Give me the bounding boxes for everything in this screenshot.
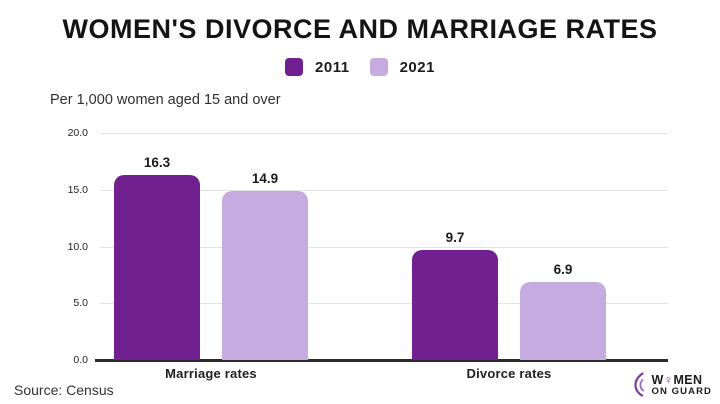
legend-swatch-2011 bbox=[285, 58, 304, 76]
women-on-guard-logo: W♀MEN ON GUARD bbox=[632, 372, 712, 398]
bar-chart: 0.0 5.0 10.0 15.0 20.0 16.3 14.9 Marriage rates… bbox=[0, 125, 720, 385]
gridline bbox=[100, 189, 668, 191]
legend-item-2011: 2011 bbox=[285, 58, 350, 76]
gridline bbox=[100, 133, 668, 134]
y-axis-tick-label: 0.0 bbox=[73, 354, 88, 366]
legend-swatch-2021 bbox=[369, 58, 388, 76]
x-axis-category-label: Divorce rates bbox=[466, 366, 552, 381]
chart-subtitle: Per 1,000 women aged 15 and over bbox=[50, 92, 281, 108]
gridline bbox=[100, 303, 668, 305]
bar-2021-marriage-rates bbox=[222, 190, 308, 360]
source-note: Source: Census bbox=[14, 382, 114, 398]
bar-value-label: 14.9 bbox=[251, 170, 279, 186]
bar-2011-divorce-rates bbox=[412, 249, 498, 360]
logo-text: W♀MEN ON GUARD bbox=[651, 372, 712, 397]
bar-2021-divorce-rates bbox=[520, 281, 606, 360]
x-axis-line bbox=[95, 359, 668, 362]
logo-line-on-guard: ON GUARD bbox=[651, 386, 712, 397]
bar-2011-marriage-rates bbox=[114, 174, 200, 360]
bar-value-label: 9.7 bbox=[445, 229, 465, 245]
y-axis-tick-label: 20.0 bbox=[67, 127, 88, 139]
y-axis-tick-label: 15.0 bbox=[67, 183, 88, 196]
woman-guard-icon bbox=[634, 372, 645, 397]
chart-legend: 2011 2021 bbox=[0, 58, 720, 76]
legend-label-2011: 2011 bbox=[315, 58, 350, 76]
chart-title: WOMEN'S DIVORCE AND MARRIAGE RATES bbox=[62, 14, 658, 44]
y-axis-tick-label: 5.0 bbox=[73, 297, 88, 310]
logo-line-women: W♀MEN bbox=[651, 372, 703, 387]
bar-value-label: 16.3 bbox=[143, 154, 171, 170]
legend-label-2021: 2021 bbox=[399, 58, 435, 76]
venus-symbol-icon: ♀ bbox=[663, 372, 674, 387]
legend-item-2021: 2021 bbox=[369, 58, 435, 76]
bar-value-label: 6.9 bbox=[553, 261, 573, 277]
x-axis-category-label: Marriage rates bbox=[165, 366, 257, 381]
y-axis-tick-label: 10.0 bbox=[67, 240, 88, 253]
gridline bbox=[100, 246, 668, 248]
